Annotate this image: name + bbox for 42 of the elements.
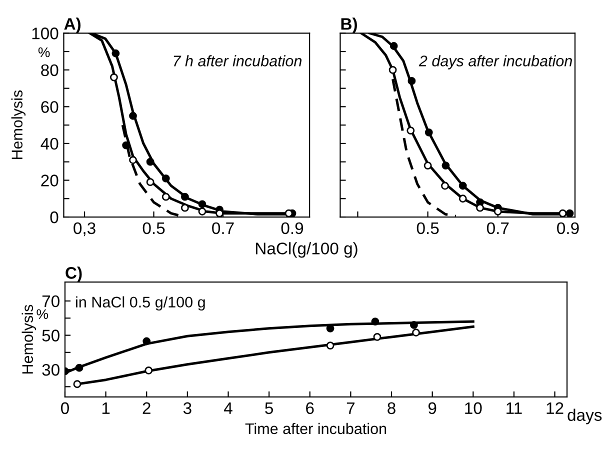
y-tick-label: 40 (40, 138, 58, 150)
x-tick-label: 12 (546, 402, 564, 414)
y-axis-title: Hemolysis (11, 90, 26, 160)
x-tick-label: 0.7 (212, 222, 234, 234)
text: days (568, 408, 602, 424)
chart-title: C) (66, 266, 82, 282)
x-tick-label: 0.7 (486, 222, 509, 234)
annotation: 2 days after incubation (418, 55, 572, 70)
x-tick-label: 5 (265, 402, 273, 414)
chart-title: B) (341, 18, 357, 34)
x-tick-label: 0.9 (557, 222, 579, 234)
x-tick-label: 3 (183, 402, 192, 414)
x-tick-label: 0.5 (416, 222, 439, 234)
x-tick-label: 4 (224, 402, 232, 414)
x-tick-label: 10 (465, 402, 482, 414)
x-axis-title: Time after incubation (245, 422, 386, 434)
text: % (38, 47, 50, 58)
y-axis-title: Hemolysis (22, 304, 36, 374)
x-tick-label: 0,3 (74, 222, 96, 236)
x-tick-label: 9 (428, 402, 436, 414)
y-tick-label: 50 (42, 330, 60, 342)
x-tick-label: 7 (346, 402, 354, 414)
x-axis-title: NaCl(g/100 g) (256, 242, 358, 258)
y-tick-label: 0 (50, 211, 58, 224)
y-tick-label: 100 (32, 28, 58, 40)
chart-title: A) (64, 18, 81, 34)
y-tick-label: 60 (41, 101, 58, 113)
x-tick-label: 0 (60, 402, 69, 414)
x-tick-label: 6 (306, 402, 314, 414)
y-tick-label: 80 (41, 64, 58, 76)
x-tick-label: 8 (388, 402, 396, 414)
text: % (36, 309, 48, 319)
x-tick-label: 11 (506, 402, 522, 414)
x-tick-label: 0.9 (281, 222, 304, 234)
y-tick-label: 70 (42, 295, 60, 308)
x-tick-label: 1 (102, 402, 110, 414)
y-tick-label: 20 (41, 174, 58, 186)
y-tick-label: 30 (42, 364, 60, 376)
annotation: in NaCl 0.5 g/100 g (76, 296, 205, 311)
annotation: 7 h after incubation (174, 55, 302, 66)
x-tick-label: 0.5 (142, 222, 165, 234)
x-tick-label: 2 (142, 402, 150, 414)
